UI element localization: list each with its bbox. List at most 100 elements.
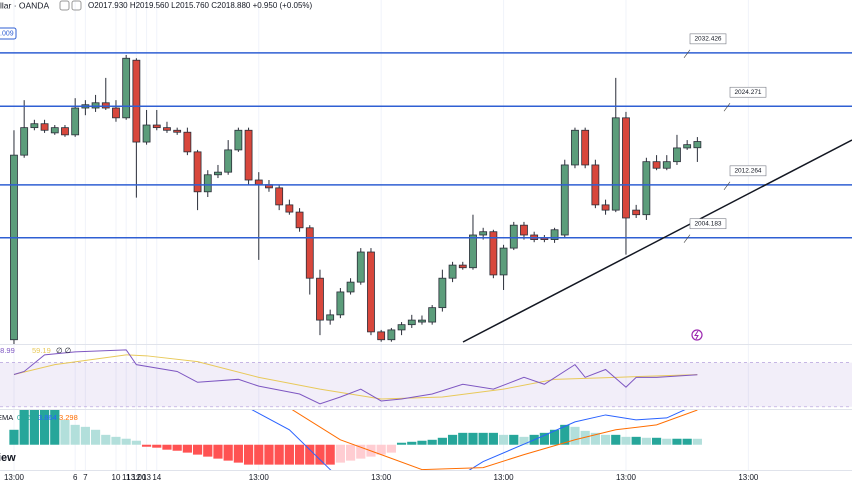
candle-body [173,129,182,133]
macd-histogram-bar [325,444,335,465]
level-label-box [729,165,767,177]
macd-histogram-bar [213,444,223,459]
x-tick-label: 13:00 [126,473,147,482]
candle-body [142,124,151,143]
macd-histogram-bar [284,444,294,465]
macd-histogram-bar [19,410,29,445]
candle-body [560,164,569,236]
x-tick-label: 6 [73,473,78,482]
symbol: llar · OANDA [0,0,49,10]
candle-body [397,324,406,331]
x-tick-label: 13:00 [371,473,392,482]
macd-histogram-bar [662,438,672,445]
macd-histogram-bar [152,444,162,448]
macd-histogram-bar [417,440,427,445]
labels: llar · OANDA O2017.930 H2019.560 L2015.7… [0,0,313,464]
candle-body [346,281,355,293]
candle-body [112,107,120,119]
candle-body [438,277,447,309]
level-label-box [729,86,767,98]
macd-histogram-bar [60,419,70,445]
candle-body [20,127,29,156]
x-tick-label: 13:00 [494,473,515,482]
brand: iew [0,452,16,464]
macd-histogram-bar [519,436,529,445]
candle-body [356,251,365,283]
macd-histogram-bar [29,410,39,445]
macd-histogram-bar [447,434,458,445]
rsi-value: 58.99 [0,346,15,355]
x-tick-label: 13 [142,473,151,482]
candle-body [30,123,39,129]
candle-body [377,331,386,341]
candle-body [234,129,243,151]
macd-histogram-bar [305,444,315,465]
macd-histogram-bar [590,432,600,445]
icon [59,0,70,11]
macd-histogram-bar [611,434,621,445]
candle-body [571,129,579,166]
level-callout [683,49,691,59]
macd-histogram-bar [243,444,254,465]
x-tick-label: 10 [112,473,121,482]
level-label-box [689,218,727,230]
candle-body [448,264,457,279]
candle-body [489,231,498,276]
macd-histogram-bar [692,438,702,445]
x-tick-label: 13:00 [249,473,270,482]
macd-histogram-bar [50,410,60,445]
macd-histogram-bar [345,444,356,461]
candle-body [10,154,18,341]
level-label: 2024.271 [734,89,761,96]
price-pane [0,52,852,344]
x-tick-label: 13:00 [4,473,25,482]
macd-hist-value: 0.566 [17,413,36,422]
candle-body [336,291,345,316]
macd-histogram-bar [407,441,417,445]
signal-line [291,410,698,470]
candle-body [203,174,212,193]
macd-histogram-bar [498,434,509,445]
macd-histogram-bar [274,444,284,465]
candle-body [601,204,610,211]
macd-histogram-bar [356,444,366,459]
candle-body [479,231,488,236]
candle-body [254,179,263,185]
icon [71,0,82,11]
macd-histogram-bar [70,424,80,445]
macd-histogram-bar [162,444,172,450]
macd-pane [9,410,702,470]
ohlc: O2017.930 H2019.560 L2015.760 C2018.880 … [88,1,313,10]
level-callout [723,181,731,191]
macd-histogram-bar [488,432,498,445]
macd-histogram-bar [335,444,345,463]
macd-histogram-bar [90,429,101,445]
candle-body [469,234,477,269]
candle-body [305,227,314,279]
macd-histogram-bar [131,440,141,445]
candle-body [275,187,284,206]
macd-histogram-bar [39,410,50,445]
macd-histogram-bar [651,437,662,445]
rsi-extra: ∅ ∅ [56,346,72,355]
candle-body [683,144,692,149]
macd-histogram-bar [294,444,305,465]
macd-histogram-bar [264,444,274,465]
candle-body [224,149,233,173]
candle-body [61,127,69,136]
candle-body [295,211,304,229]
level-callout [683,234,691,243]
candle-body [367,251,375,333]
candle-body [632,209,641,216]
macd-histogram-bar [396,442,407,445]
macd-histogram-bar [468,432,478,445]
level-label: 2032.426 [694,36,721,43]
x-tick-label: 13:00 [738,473,759,482]
macd-histogram-bar [682,438,692,445]
candle-body [418,319,426,323]
macd-histogram-bar [223,444,233,461]
candle-body [152,124,161,129]
macd-histogram-bar [182,444,192,453]
